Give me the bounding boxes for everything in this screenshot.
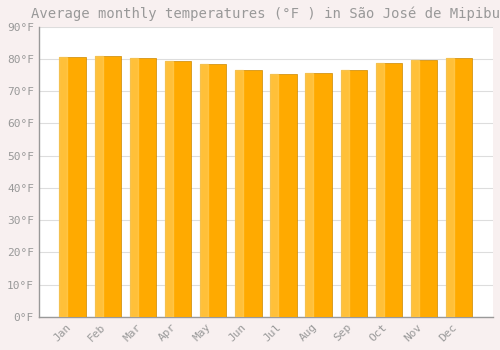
Bar [446,58,472,317]
Bar [235,70,243,317]
Bar [94,56,102,317]
Bar [60,57,86,317]
Bar [270,74,296,317]
Bar [200,64,226,317]
Bar [200,64,208,317]
Bar [130,58,156,317]
Bar [411,60,438,317]
Bar [60,57,68,317]
Bar [130,58,138,317]
Bar [340,70,348,317]
Bar [235,70,262,317]
Bar [94,56,121,317]
Bar [376,63,402,317]
Title: Average monthly temperatures (°F ) in São José de Mipibu: Average monthly temperatures (°F ) in Sã… [32,7,500,21]
Bar [376,63,384,317]
Bar [270,74,278,317]
Bar [165,61,173,317]
Bar [165,61,191,317]
Bar [306,73,332,317]
Bar [340,70,367,317]
Bar [306,73,314,317]
Bar [446,58,454,317]
Bar [411,60,419,317]
